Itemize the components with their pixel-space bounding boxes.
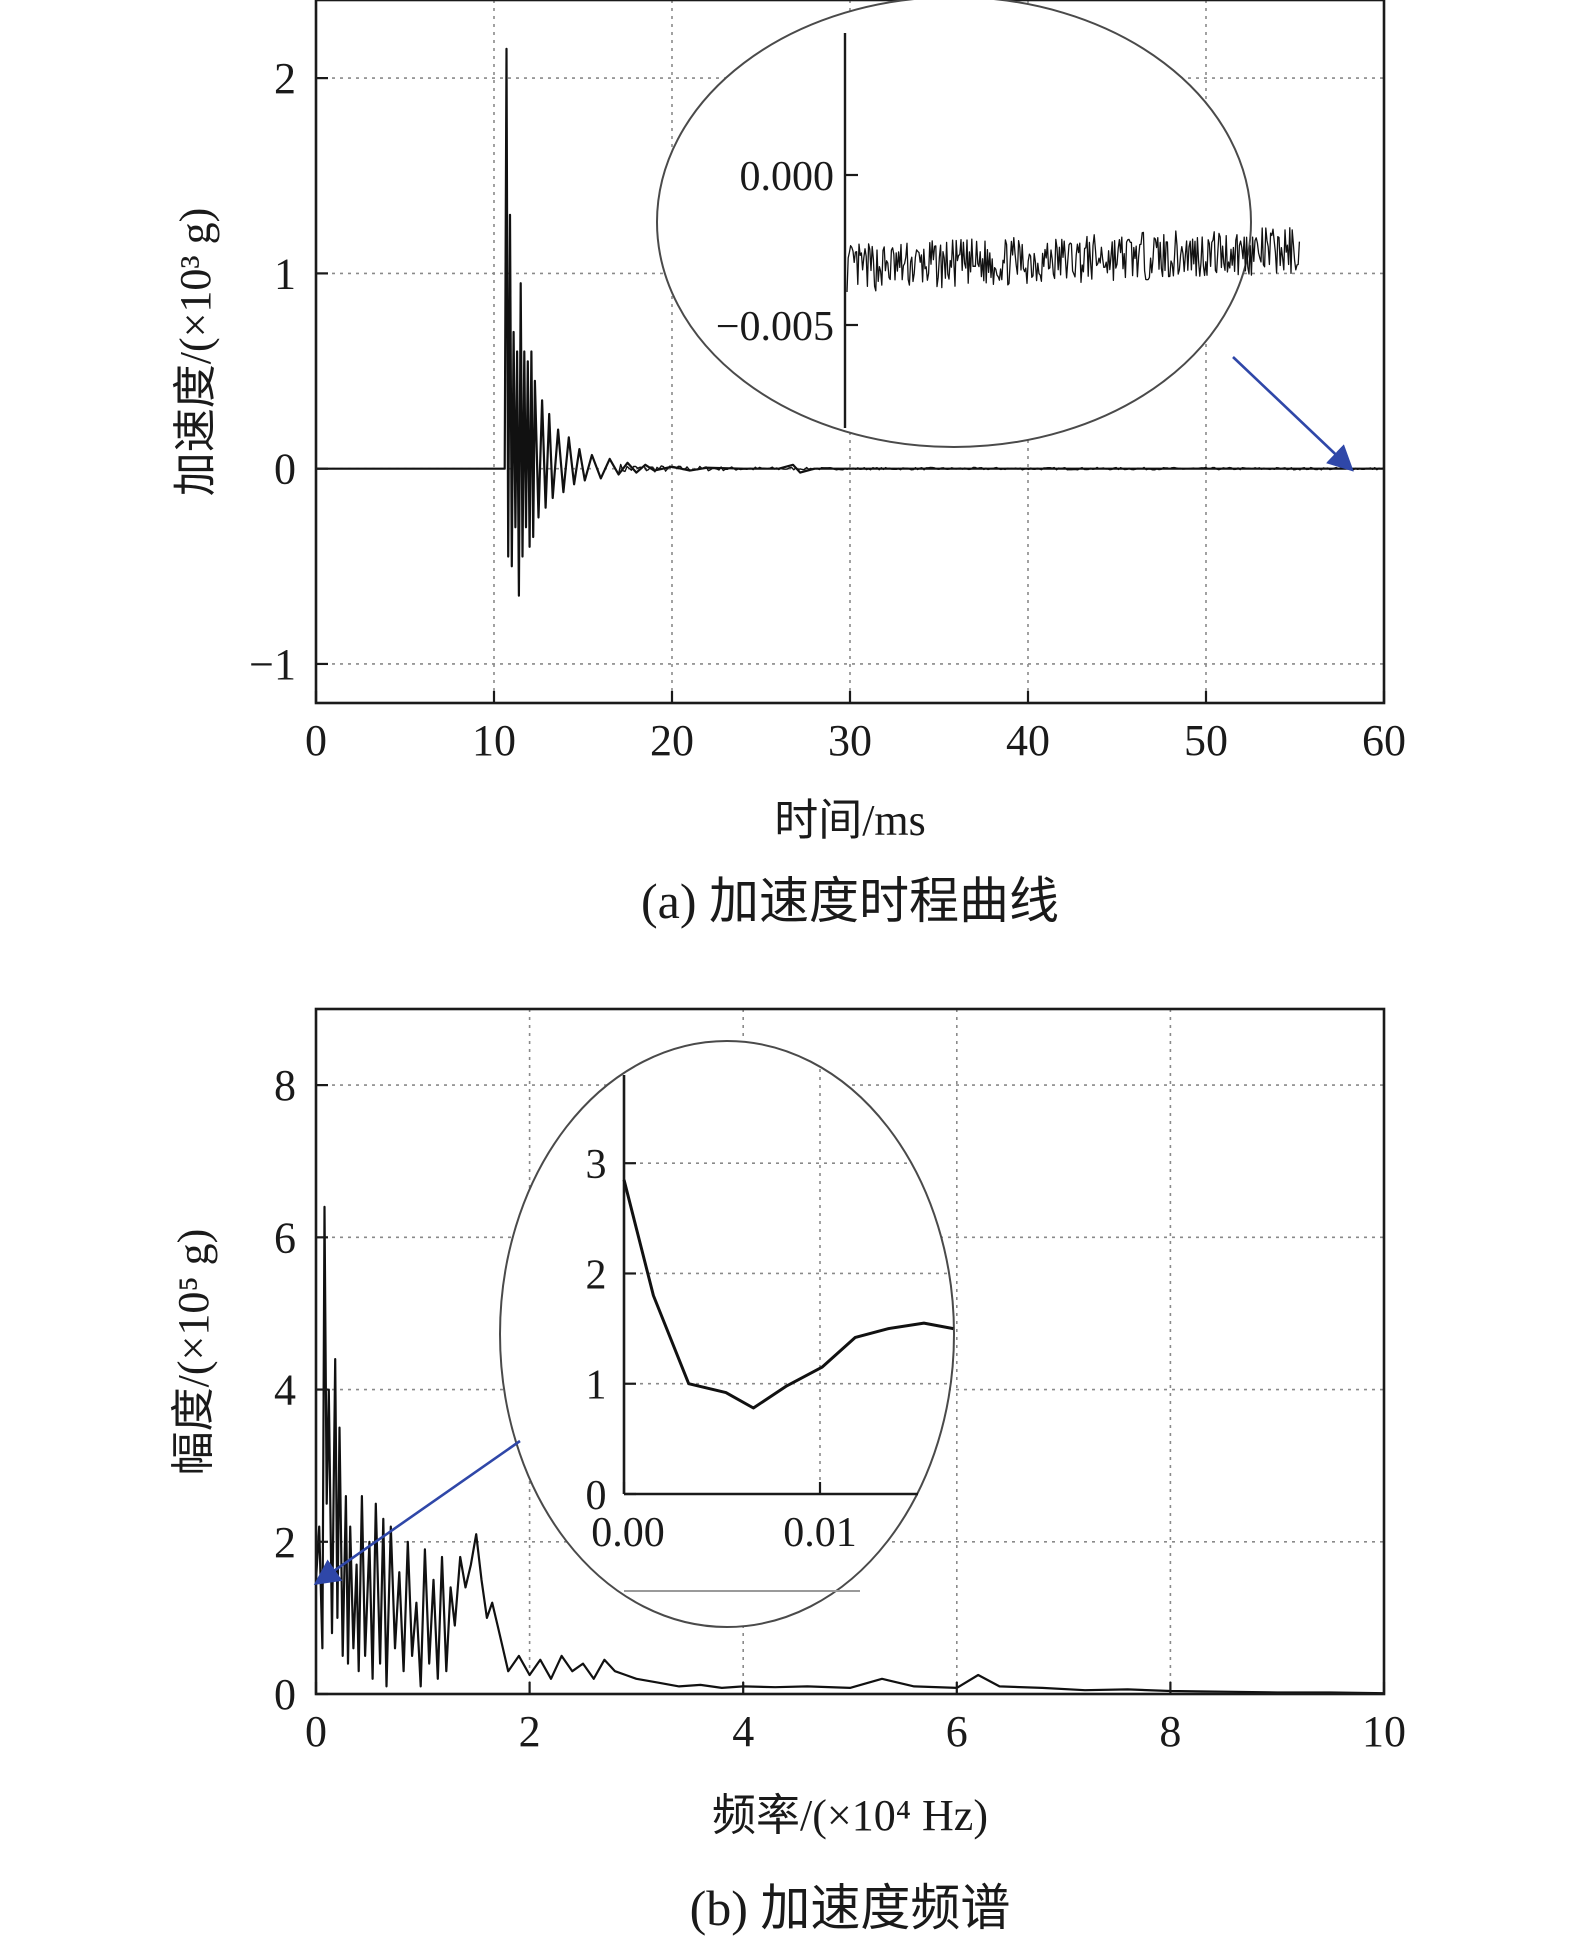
panel-a-x-label: 时间/ms xyxy=(774,796,926,845)
panel-b-x-tick-label: 4 xyxy=(732,1707,754,1756)
panel-b-x-label: 频率/(×10⁴ Hz) xyxy=(712,1791,988,1840)
panel-b-y-tick-labels: 0 2 4 6 8 xyxy=(274,1061,296,1719)
panel-a-y-tick-label: −1 xyxy=(249,640,296,689)
panel-b-inset-x-tick-label: 0.00 xyxy=(591,1510,665,1556)
panel-b-y-tick-label: 0 xyxy=(274,1670,296,1719)
panel-b-inset-y-tick-label: 0 xyxy=(586,1473,607,1519)
panel-a-inset-noise-line xyxy=(846,227,1301,293)
panel-b-caption: (b) 加速度频谱 xyxy=(690,1880,1011,1936)
panel-b-inset-grid xyxy=(624,1069,949,1494)
panel-b-inset-ticks: 0 1 2 3 0.00 0.01 xyxy=(586,1142,857,1556)
panel-a-x-tick-label: 10 xyxy=(472,716,516,765)
panel-a-x-tick-label: 20 xyxy=(650,716,694,765)
panel-b-x-tick-labels: 0 2 4 6 8 10 xyxy=(305,1707,1406,1756)
panel-b-y-tick-label: 6 xyxy=(274,1213,296,1262)
panel-b-series xyxy=(316,1205,1384,1694)
panel-a-y-label: 加速度/(×10³ g) xyxy=(171,208,220,497)
panel-b-inset-y-tick-label: 1 xyxy=(586,1363,607,1409)
panel-b-y-tick-label: 8 xyxy=(274,1061,296,1110)
panel-b-x-tick-label: 6 xyxy=(946,1707,968,1756)
panel-a-inset-y-tick-label: 0.000 xyxy=(740,154,835,200)
panel-b-x-tick-label: 10 xyxy=(1362,1707,1406,1756)
panel-b-frame xyxy=(314,1007,1386,1696)
panel-a-ticks xyxy=(314,77,1386,703)
panel-b-inset: 0 1 2 3 0.00 0.01 xyxy=(313,1040,955,1628)
panel-a-inset-ticks: 0.000 −0.005 xyxy=(716,154,858,350)
panel-a-x-tick-label: 30 xyxy=(828,716,872,765)
panel-b-x-tick-label: 2 xyxy=(519,1707,541,1756)
panel-a-x-tick-label: 0 xyxy=(305,716,327,765)
panel-b-x-tick-label: 0 xyxy=(305,1707,327,1756)
panel-b-y-tick-label: 4 xyxy=(274,1366,296,1415)
panel-a-x-tick-label: 50 xyxy=(1184,716,1228,765)
panel-a-caption: (a) 加速度时程曲线 xyxy=(641,873,1059,929)
panel-a-x-tick-label: 60 xyxy=(1362,716,1406,765)
panel-b-inset-x-tick-label: 0.01 xyxy=(783,1510,857,1556)
panel-b-zoom-arrow xyxy=(313,1439,521,1585)
panel-b-inset-y-tick-label: 2 xyxy=(586,1252,607,1298)
panel-a-inset: 0.000 −0.005 xyxy=(656,0,1354,472)
panel-a-x-tick-labels: 0 10 20 30 40 50 60 xyxy=(305,716,1406,765)
panel-a-series xyxy=(316,47,1384,597)
panel-b-inset-ellipse xyxy=(499,1040,955,1628)
panel-b-ticks xyxy=(314,1084,1386,1696)
panel-a-x-tick-label: 40 xyxy=(1006,716,1050,765)
panel-a-y-tick-label: 1 xyxy=(274,249,296,298)
panel-a-y-tick-label: 0 xyxy=(274,445,296,494)
panel-b-y-label: 幅度/(×10⁵ g) xyxy=(169,1229,218,1476)
panel-a-y-tick-label: 2 xyxy=(274,54,296,103)
panel-a-y-tick-labels: −1 0 1 2 xyxy=(249,54,296,689)
panel-b-inset-y-tick-label: 3 xyxy=(586,1142,607,1188)
panel-a-inset-ellipse xyxy=(656,0,1252,448)
panel-b-x-tick-label: 8 xyxy=(1159,1707,1181,1756)
panel-a-zoom-arrow xyxy=(1232,356,1354,472)
panel-b-spectrum-line xyxy=(316,1205,1384,1694)
panel-b-y-tick-label: 2 xyxy=(274,1518,296,1567)
panel-b-inset-line xyxy=(622,1179,954,1410)
panel-a-baseline-noise xyxy=(617,463,1384,474)
panel-a-inset-y-tick-label: −0.005 xyxy=(716,304,834,350)
